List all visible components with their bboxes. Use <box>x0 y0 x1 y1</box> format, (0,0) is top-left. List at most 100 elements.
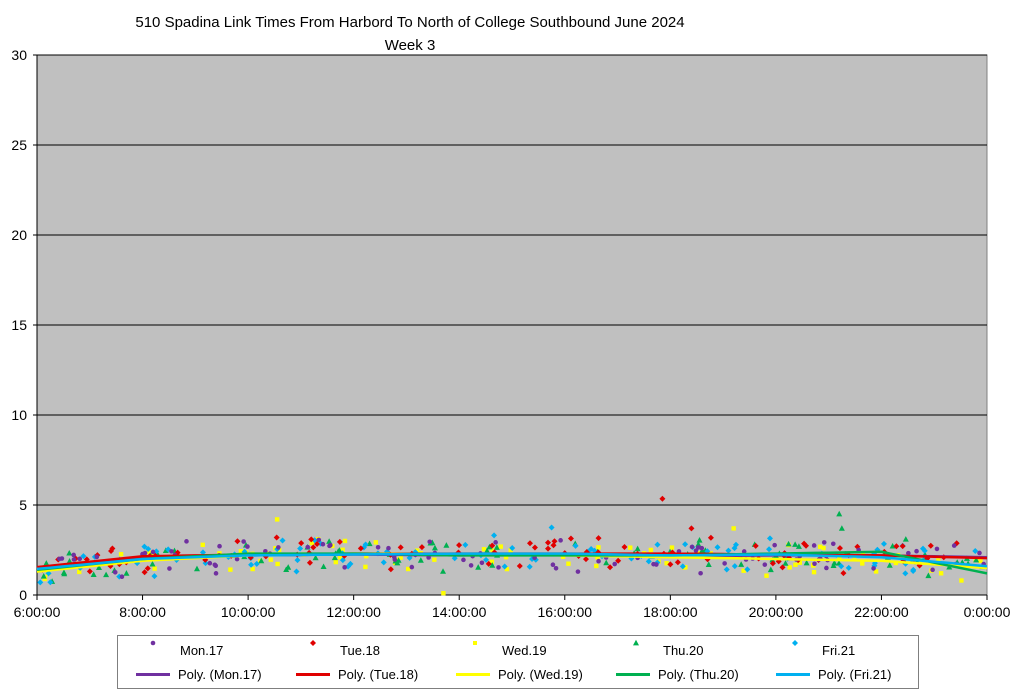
chart-subtitle: Week 3 <box>384 37 436 54</box>
data-point <box>812 561 817 567</box>
legend-item-Mon.17: Mon.17 <box>148 638 223 662</box>
data-point <box>977 550 982 556</box>
data-point <box>764 573 769 578</box>
data-point <box>772 542 777 548</box>
data-point <box>572 542 579 549</box>
data-point <box>886 562 893 568</box>
data-point <box>821 545 826 551</box>
data-point <box>688 525 695 532</box>
trend-lines <box>36 550 988 575</box>
data-point <box>566 561 571 566</box>
legend-label: Poly. (Mon.17) <box>178 666 262 682</box>
data-point <box>217 543 222 549</box>
data-point <box>871 566 876 571</box>
data-point <box>363 564 368 570</box>
data-point <box>373 540 379 545</box>
data-point <box>398 555 403 560</box>
data-point <box>782 560 789 566</box>
data-point <box>498 544 503 549</box>
data-point <box>594 563 599 569</box>
data-point <box>860 561 865 566</box>
data-point <box>934 546 940 552</box>
data-point <box>654 541 661 548</box>
data-point <box>787 565 792 570</box>
x-tick-label: 0:00:00 <box>964 604 1011 620</box>
data-point <box>621 544 628 551</box>
data-point <box>936 558 941 563</box>
data-point <box>169 549 174 554</box>
data-point <box>112 569 118 575</box>
x-tick-label: 20:00:00 <box>749 604 804 620</box>
data-point <box>305 544 311 550</box>
legend-line-icon <box>776 667 810 681</box>
data-point <box>795 543 802 549</box>
legend-line-icon <box>616 667 650 681</box>
data-point <box>612 561 618 567</box>
data-point <box>151 573 158 580</box>
data-point <box>732 541 739 548</box>
legend-label: Poly. (Tue.18) <box>338 666 419 682</box>
x-axis-ticks: 6:00:00 8:00:00 10:00:00 12:00:00 14:00:00 16… <box>14 595 1011 620</box>
data-point <box>707 534 714 541</box>
data-point <box>838 563 845 570</box>
data-point <box>889 542 896 549</box>
data-point <box>66 558 73 564</box>
data-point <box>840 570 847 577</box>
data-point <box>648 547 654 553</box>
data-point <box>628 545 633 550</box>
data-point <box>893 543 900 550</box>
data-point <box>234 538 241 545</box>
data-point <box>405 566 411 572</box>
data-point <box>493 544 500 550</box>
data-point <box>119 574 125 580</box>
data-point <box>336 538 343 545</box>
data-point <box>86 568 93 575</box>
data-point <box>141 543 148 550</box>
data-point <box>314 541 321 548</box>
data-point <box>462 541 469 548</box>
data-point <box>144 565 151 572</box>
data-point <box>386 545 391 551</box>
legend-trends-row: Poly. (Mon.17) Poly. (Tue.18) Poly. (Wed.1… <box>118 662 918 686</box>
data-point <box>669 545 675 550</box>
data-point <box>634 545 641 552</box>
data-point <box>468 563 474 568</box>
legend-marker-icon <box>631 639 641 655</box>
x-tick-label: 6:00:00 <box>14 604 61 620</box>
data-point <box>741 568 746 573</box>
data-point <box>273 534 280 541</box>
data-point <box>508 548 513 553</box>
data-point <box>779 564 786 571</box>
data-point <box>837 555 842 561</box>
x-tick-label: 8:00:00 <box>119 604 166 620</box>
legend-label: Poly. (Fri.21) <box>818 666 892 682</box>
data-point <box>551 538 558 545</box>
data-point <box>40 573 47 579</box>
data-point <box>793 562 798 567</box>
data-point <box>741 549 747 554</box>
data-point <box>245 544 250 549</box>
data-point <box>71 557 77 562</box>
data-point <box>326 538 333 544</box>
data-point <box>418 544 425 551</box>
x-tick-label: 18:00:00 <box>643 604 698 620</box>
data-point <box>337 555 343 560</box>
data-point <box>342 565 347 570</box>
legend-item-trend-Mon.17: Poly. (Mon.17) <box>136 662 262 686</box>
data-point <box>683 565 688 570</box>
data-point <box>152 566 157 571</box>
data-point <box>767 566 774 573</box>
data-point <box>722 561 727 566</box>
data-point <box>899 543 906 550</box>
data-point <box>451 555 458 562</box>
data-point <box>298 540 305 547</box>
data-point <box>336 547 343 553</box>
data-point <box>679 563 686 570</box>
data-point <box>490 548 495 553</box>
data-point <box>545 545 552 552</box>
data-point <box>443 542 450 548</box>
x-tick-label: 22:00:00 <box>854 604 909 620</box>
x-tick-label: 12:00:00 <box>326 604 381 620</box>
x-tick-label: 14:00:00 <box>432 604 487 620</box>
data-point <box>380 559 387 566</box>
